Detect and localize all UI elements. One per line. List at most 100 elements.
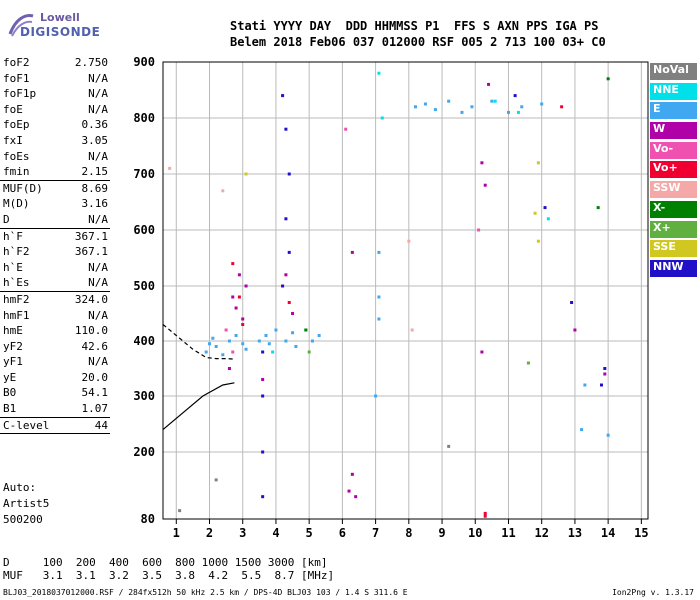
param-separator [0, 227, 110, 229]
param-key: foF2 [3, 56, 30, 69]
autoscaling-info: Auto: Artist5 500200 [3, 480, 49, 528]
param-key: yE [3, 370, 17, 384]
data-point [413, 105, 417, 109]
param-value: 3.05 [81, 133, 109, 147]
data-point [234, 334, 238, 337]
data-point [490, 99, 494, 103]
data-point [410, 328, 414, 332]
polarization-legend: NoVal NNE E W Vo- Vo+ SSW X- X+ SSE NNW [650, 63, 697, 280]
x-tick-label: 15 [634, 526, 648, 540]
data-point [350, 472, 354, 476]
data-point [241, 342, 245, 346]
data-point [480, 350, 484, 354]
y-tick-label: 80 [141, 512, 155, 526]
legend-item: NNW [650, 259, 697, 277]
data-point [257, 339, 261, 343]
param-value: 1.07 [81, 402, 109, 416]
y-tick-label: 200 [133, 445, 155, 459]
param-key: C-level [3, 418, 50, 432]
data-point [221, 189, 225, 193]
legend-item: NoVal [650, 63, 697, 80]
y-tick-label: 900 [133, 55, 155, 69]
data-point [168, 166, 172, 170]
param-key: h`F2 [3, 245, 30, 259]
data-point [377, 317, 381, 321]
param-separator [0, 179, 110, 181]
param-key: hmF1 [3, 308, 30, 322]
param-value: N/A [88, 71, 108, 85]
file-info-footer: BLJ03_2018037012000.RSF / 284fx512h 50 k… [3, 588, 408, 597]
data-point [483, 514, 487, 518]
param-value: N/A [88, 355, 108, 369]
data-point [423, 102, 427, 106]
param-key: D [3, 212, 10, 226]
data-point [261, 450, 265, 454]
param-key: hmE [3, 324, 23, 338]
data-point [291, 312, 295, 315]
data-point [606, 77, 610, 81]
data-point [284, 127, 288, 131]
param-row: yF2 42.6 [0, 339, 112, 355]
param-key: h`Es [3, 276, 30, 290]
logo-line2: DIGISONDE [20, 25, 101, 39]
param-value: 2.15 [81, 165, 109, 179]
legend-item: Vo- [650, 141, 697, 159]
data-point [317, 334, 321, 337]
param-value: 0.36 [81, 118, 109, 132]
param-value: 324.0 [74, 292, 108, 306]
data-point [284, 273, 288, 277]
data-point [483, 511, 487, 515]
data-point [234, 306, 238, 310]
data-point [520, 105, 524, 109]
data-point [231, 262, 235, 266]
station-header: Stati YYYY DAY DDD HHMMSS P1 FFS S AXN P… [230, 18, 606, 50]
param-row: h`Es N/A [0, 275, 112, 291]
data-point [374, 394, 378, 398]
param-key: h`E [3, 260, 23, 274]
muf-distance-table: D 100 200 400 600 800 1000 1500 3000 [km… [3, 556, 334, 582]
param-row: M(D) 3.16 [0, 196, 112, 212]
data-point [261, 394, 265, 398]
param-value: 367.1 [74, 245, 108, 259]
data-point [244, 284, 248, 288]
data-point [506, 110, 510, 114]
data-point [599, 383, 603, 387]
x-tick-label: 6 [339, 526, 346, 540]
data-point [261, 378, 265, 381]
param-row: B1 1.07 [0, 401, 112, 417]
data-point [204, 350, 208, 354]
data-point [536, 161, 540, 165]
x-tick-label: 11 [501, 526, 515, 540]
param-separator [0, 416, 110, 418]
param-row: fxI 3.05 [0, 133, 112, 149]
param-row: h`F 367.1 [0, 229, 112, 245]
x-tick-label: 9 [438, 526, 445, 540]
param-row: yE 20.0 [0, 370, 112, 386]
param-row: B0 54.1 [0, 385, 112, 401]
x-tick-label: 10 [468, 526, 482, 540]
data-point [460, 110, 464, 114]
legend-item: NNE [650, 82, 697, 100]
x-tick-label: 7 [372, 526, 379, 540]
data-point [281, 94, 285, 98]
param-value: N/A [88, 308, 108, 322]
data-point [231, 350, 235, 354]
data-point [354, 495, 358, 499]
x-tick-label: 2 [206, 526, 213, 540]
y-tick-label: 700 [133, 167, 155, 181]
data-point [214, 345, 218, 348]
data-point [447, 99, 451, 103]
data-point [526, 361, 530, 365]
data-point [237, 295, 241, 299]
data-point [350, 250, 354, 254]
data-point [603, 372, 607, 376]
distance-row: D 100 200 400 600 800 1000 1500 3000 [km… [3, 556, 328, 569]
data-point [540, 102, 544, 106]
data-point [227, 367, 231, 370]
param-row: C-level 44 [0, 418, 112, 434]
lowell-digisonde-logo: Lowell DIGISONDE [6, 8, 100, 44]
param-key: B1 [3, 402, 17, 416]
data-point [214, 478, 218, 482]
data-point [596, 206, 600, 210]
